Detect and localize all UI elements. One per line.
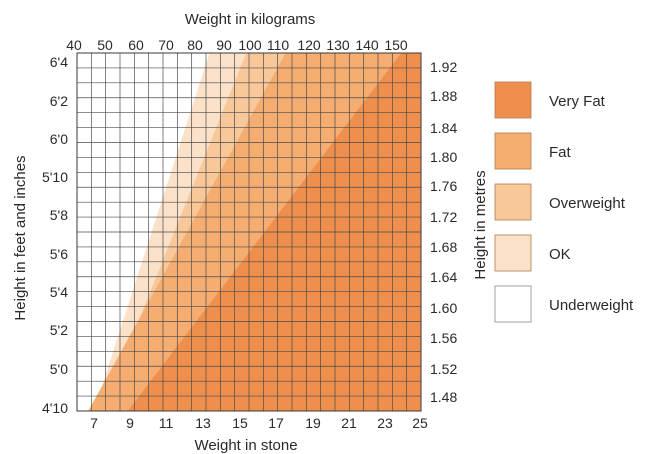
legend-label-ok: OK [549, 246, 571, 263]
legend: Very Fat Fat Overweight OK Underweight [494, 81, 634, 323]
metre-tick: 1.84 [430, 120, 457, 136]
metre-tick: 1.60 [430, 300, 457, 316]
kg-tick: 50 [97, 37, 113, 53]
legend-swatch-very-fat [494, 81, 532, 119]
legend-swatch-ok [494, 234, 532, 272]
grid-lines [77, 53, 421, 411]
left-axis-title: Height in feet and inches [12, 155, 29, 320]
kg-tick: 90 [216, 37, 232, 53]
metre-tick: 1.92 [430, 59, 457, 75]
stone-tick: 23 [377, 415, 393, 431]
legend-item-overweight: Overweight [494, 183, 626, 221]
legend-item-underweight: Underweight [494, 285, 634, 323]
kg-tick: 120 [297, 37, 321, 53]
legend-label-fat: Fat [549, 144, 572, 161]
metre-tick: 1.56 [430, 330, 457, 346]
metre-tick-labels: 1.48 1.52 1.56 1.60 1.64 1.68 1.72 1.76 … [430, 59, 457, 405]
stone-tick: 19 [305, 415, 321, 431]
stone-tick: 21 [341, 415, 357, 431]
feet-tick: 4'10 [42, 400, 68, 416]
metre-tick: 1.76 [430, 178, 457, 194]
legend-item-very-fat: Very Fat [494, 81, 606, 119]
legend-label-overweight: Overweight [549, 195, 626, 212]
stone-tick: 7 [90, 415, 98, 431]
feet-tick: 6'2 [50, 93, 68, 109]
stone-tick: 17 [268, 415, 284, 431]
plot-area [77, 53, 421, 411]
stone-tick-labels: 7 9 11 13 15 17 19 21 23 25 [90, 415, 428, 431]
feet-tick: 5'0 [50, 361, 68, 377]
feet-tick: 6'4 [50, 54, 68, 70]
metre-tick: 1.52 [430, 361, 457, 377]
kg-tick-labels: 40 50 60 70 80 90 100 110 120 130 140 15… [66, 37, 408, 53]
legend-item-fat: Fat [494, 132, 572, 170]
kg-tick: 140 [355, 37, 379, 53]
feet-tick: 5'4 [50, 284, 68, 300]
bottom-axis-title: Weight in stone [194, 437, 297, 454]
plot-frame [76, 52, 422, 412]
stone-tick: 9 [126, 415, 134, 431]
legend-label-underweight: Underweight [549, 297, 634, 314]
stone-tick: 25 [412, 415, 428, 431]
kg-tick: 70 [158, 37, 174, 53]
legend-item-ok: OK [494, 234, 571, 272]
metre-tick: 1.80 [430, 149, 457, 165]
stone-tick: 15 [232, 415, 248, 431]
feet-tick: 6'0 [50, 131, 68, 147]
stone-tick: 13 [195, 415, 211, 431]
kg-tick: 60 [128, 37, 144, 53]
kg-tick: 100 [238, 37, 262, 53]
feet-tick: 5'2 [50, 322, 68, 338]
feet-tick: 5'8 [50, 207, 68, 223]
legend-swatch-underweight [494, 285, 532, 323]
kg-tick: 150 [384, 37, 408, 53]
feet-tick-labels: 4'10 5'0 5'2 5'4 5'6 5'8 5'10 6'0 6'2 6'… [42, 54, 68, 416]
legend-swatch-overweight [494, 183, 532, 221]
metre-tick: 1.48 [430, 389, 457, 405]
metre-tick: 1.72 [430, 209, 457, 225]
feet-tick: 5'10 [42, 169, 68, 185]
kg-tick: 40 [66, 37, 82, 53]
metre-tick: 1.88 [430, 88, 457, 104]
right-axis-title: Height in metres [472, 170, 489, 279]
kg-tick: 80 [187, 37, 203, 53]
stone-tick: 11 [159, 415, 174, 431]
metre-tick: 1.68 [430, 239, 457, 255]
feet-tick: 5'6 [50, 246, 68, 262]
kg-tick: 110 [267, 37, 290, 53]
top-axis-title: Weight in kilograms [185, 11, 316, 28]
legend-label-very-fat: Very Fat [549, 93, 606, 110]
metre-tick: 1.64 [430, 269, 457, 285]
legend-swatch-fat [494, 132, 532, 170]
kg-tick: 130 [326, 37, 350, 53]
